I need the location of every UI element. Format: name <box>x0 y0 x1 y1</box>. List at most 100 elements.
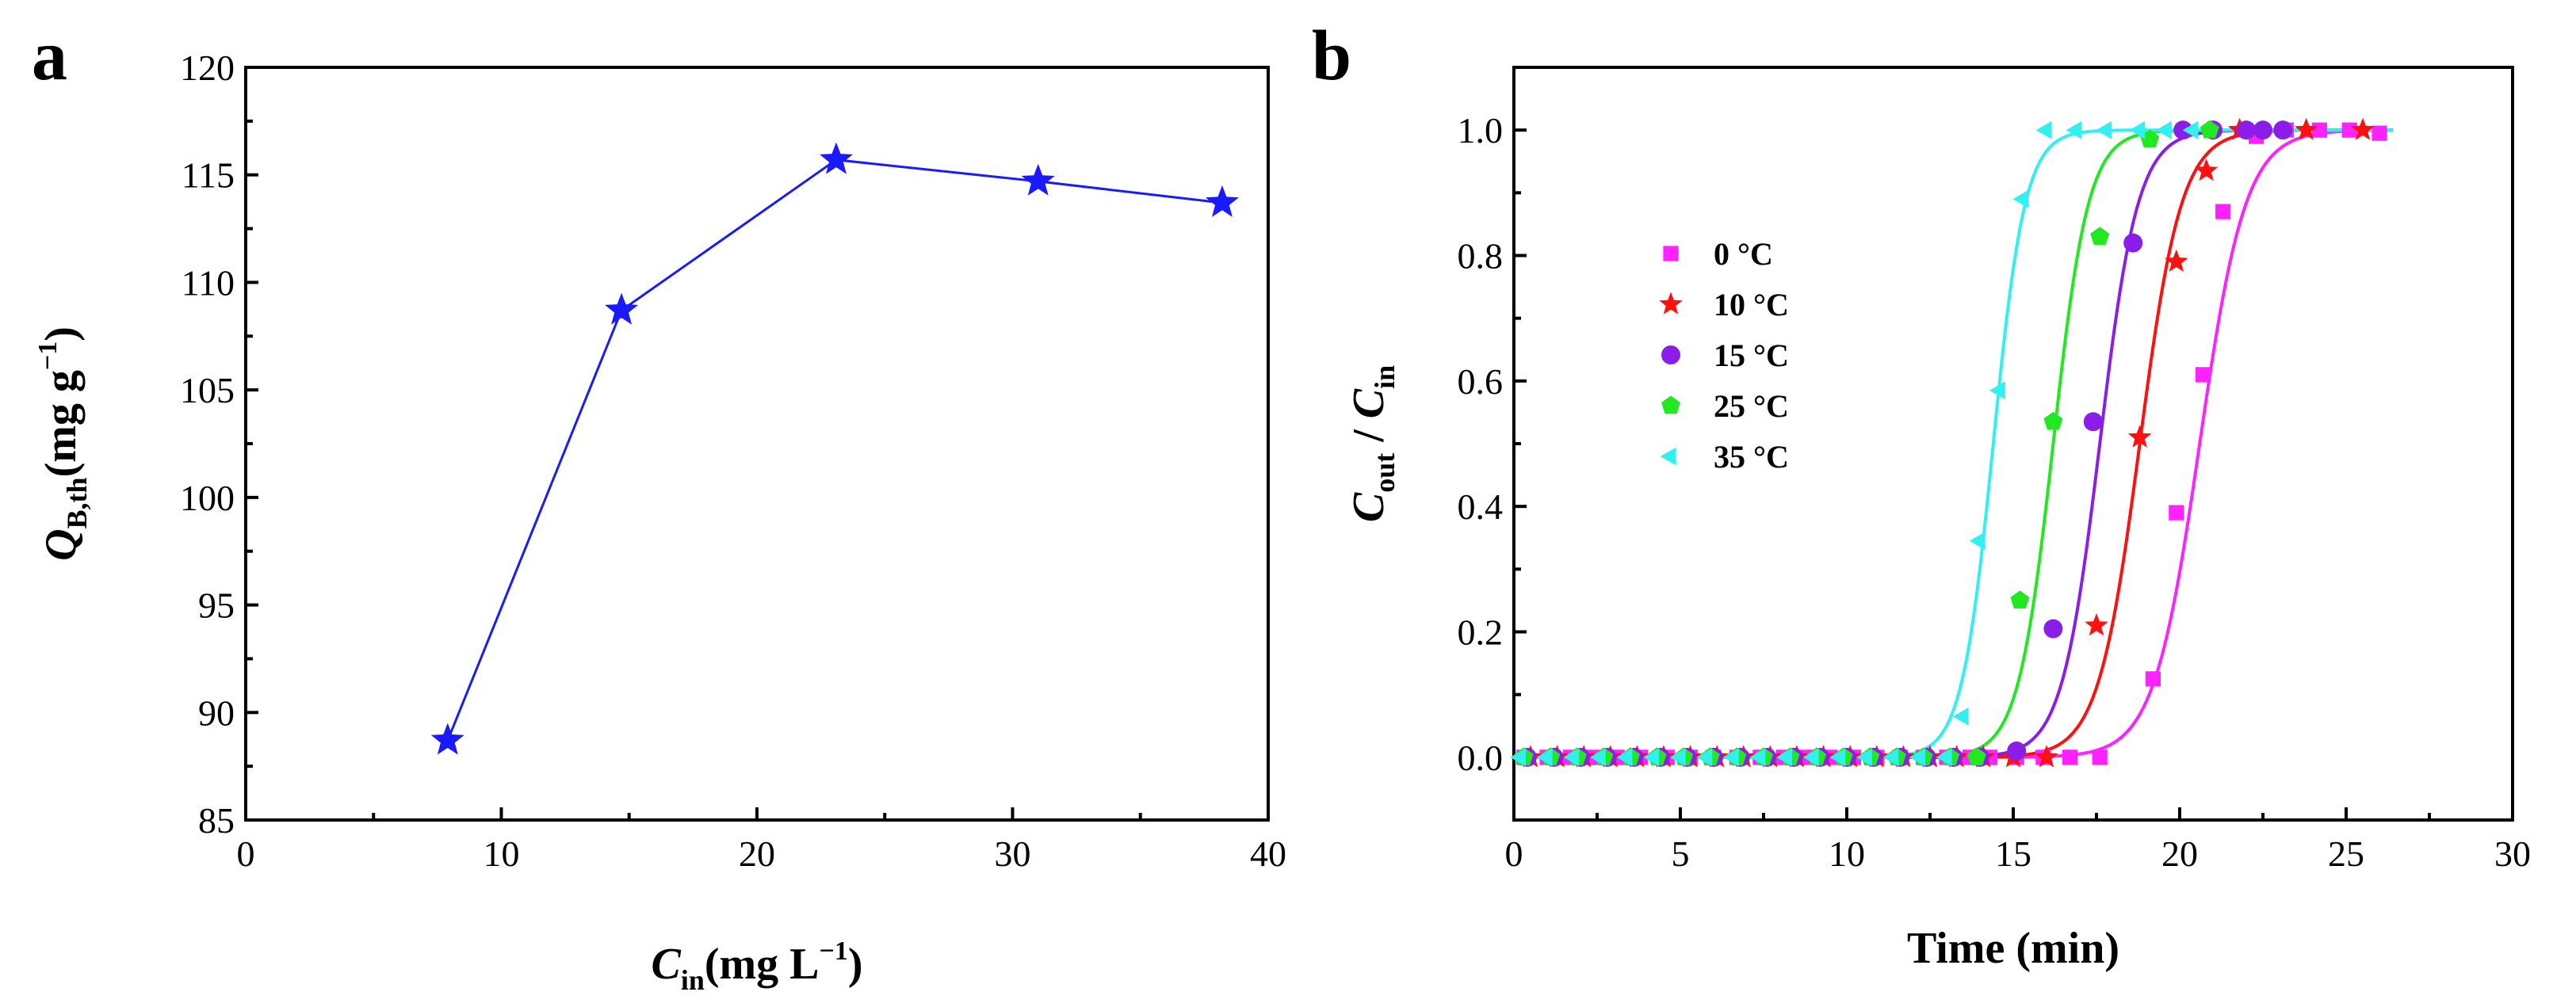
data-point <box>2083 412 2103 432</box>
panel-b-frame <box>1512 66 2514 822</box>
data-point <box>1510 748 1526 767</box>
panel-b-y-tick-label: 0.8 <box>1458 236 1504 277</box>
legend-marker <box>1660 447 1676 466</box>
data-point <box>2129 120 2146 139</box>
data-point <box>2066 120 2082 139</box>
data-point <box>1936 748 1952 767</box>
data-point <box>2351 117 2375 140</box>
panel-a-frame <box>244 66 1270 822</box>
panel-b-x-tick-label: 10 <box>1829 833 1865 874</box>
fit-curve <box>1514 128 2393 759</box>
data-point <box>1909 748 1925 767</box>
data-point <box>1590 748 1606 767</box>
panel-a-series-line <box>446 158 1223 742</box>
panel-b-y-label: Cout / Cin <box>1344 365 1401 522</box>
data-point <box>2062 750 2077 765</box>
panel-a-data-point <box>820 142 853 174</box>
panel-a-plot <box>430 142 1239 755</box>
panel-a-data-point <box>430 723 464 755</box>
data-point <box>1696 748 1713 767</box>
data-point <box>1536 748 1553 767</box>
panel-b-y-tick-label: 0.6 <box>1458 361 1504 402</box>
legend-label: 10 °C <box>1714 287 1789 322</box>
data-point <box>2237 120 2256 140</box>
data-point <box>1989 381 2005 400</box>
panel-a-y-tick-label: 95 <box>198 586 235 626</box>
panel-a-x-tick-label: 10 <box>483 833 520 874</box>
data-point <box>2090 227 2110 245</box>
data-point <box>1856 748 1872 767</box>
data-point <box>2156 120 2172 139</box>
panel-b-legend: 0 °C 10 °C 15 °C 25 °C 35 °C <box>1659 236 1789 475</box>
panel-a-x-ticks: 0 10 20 30 40 <box>237 807 1286 874</box>
data-point <box>2169 505 2184 521</box>
legend-label: 25 °C <box>1714 388 1789 424</box>
panel-a-y-tick-label: 85 <box>198 800 235 841</box>
data-point <box>2035 745 2058 768</box>
panel-a-y-label: QB,th(mg g−1) <box>33 326 93 561</box>
data-point <box>2123 233 2143 253</box>
legend-marker <box>1663 246 1679 261</box>
legend-marker <box>1659 292 1683 315</box>
panel-b-y-tick-label: 1.0 <box>1458 110 1504 151</box>
data-point <box>2165 249 2188 272</box>
panel-b-label: b <box>1312 17 1351 95</box>
data-point <box>1669 748 1686 767</box>
panel-a-x-label: Cin(mg L−1) <box>651 936 862 996</box>
data-point <box>2145 671 2161 687</box>
panel-b-x-tick-label: 20 <box>2161 833 2198 874</box>
panel-a-label: a <box>32 17 67 95</box>
data-point <box>2035 120 2052 139</box>
data-point <box>2043 619 2063 639</box>
panel-b-fit-curves <box>1514 128 2393 759</box>
panel-a-y-tick-label: 105 <box>180 370 235 410</box>
data-point <box>1966 747 1986 765</box>
data-point <box>1776 748 1792 767</box>
data-point <box>1616 748 1633 767</box>
fit-curve <box>1514 128 2393 759</box>
panel-a-y-tick-label: 115 <box>182 155 235 196</box>
panel-b-x-ticks: 0 5 10 15 20 25 30 <box>1505 807 2531 874</box>
data-point <box>1643 748 1659 767</box>
panel-a: a 0 10 20 30 40 85 90 95 100 105 110 115 120 Cin(mg… <box>32 17 1286 996</box>
data-point <box>2311 122 2327 138</box>
data-point <box>2092 750 2108 765</box>
data-point <box>1829 748 1846 767</box>
panel-b-x-tick-label: 0 <box>1505 833 1523 874</box>
panel-a-x-tick-label: 40 <box>1250 833 1286 874</box>
panel-b-x-tick-label: 15 <box>1995 833 2031 874</box>
panel-b-y-tick-label: 0.4 <box>1458 486 1504 527</box>
panel-b-y-ticks: 0.0 0.2 0.4 0.6 0.8 1.0 <box>1458 110 1527 822</box>
panel-a-x-tick-label: 30 <box>995 833 1031 874</box>
data-point <box>2010 590 2030 609</box>
data-point <box>2195 367 2211 383</box>
data-point <box>2012 189 2029 208</box>
data-point <box>1749 748 1766 767</box>
panel-a-y-tick-label: 110 <box>182 262 235 303</box>
panel-a-x-tick-label: 20 <box>739 833 775 874</box>
legend-label: 0 °C <box>1714 236 1773 272</box>
panel-a-data-point <box>1021 163 1055 196</box>
legend-label: 15 °C <box>1714 338 1789 373</box>
data-point <box>2096 120 2112 139</box>
panel-b-points <box>1510 117 2387 768</box>
data-point <box>1952 707 1969 726</box>
data-point <box>2182 120 2199 139</box>
panel-a-data-point <box>605 292 639 325</box>
fit-curve <box>1514 128 2393 759</box>
data-point <box>2294 117 2318 140</box>
panel-b-x-tick-label: 25 <box>2328 833 2364 874</box>
data-point <box>1802 748 1819 767</box>
panel-b: b 0 5 10 15 20 25 30 0.0 0.2 0.4 0.6 0.8 1.0 0 °C 10… <box>1312 17 2531 973</box>
data-point <box>2341 122 2357 138</box>
data-point <box>2007 741 2027 761</box>
panel-a-y-tick-label: 100 <box>180 478 235 518</box>
panel-a-y-ticks: 85 90 95 100 105 110 115 120 <box>180 48 258 841</box>
data-point <box>2194 158 2219 181</box>
panel-b-y-tick-label: 0.0 <box>1458 738 1504 778</box>
panel-a-y-tick-label: 120 <box>180 48 235 88</box>
data-point <box>1882 748 1899 767</box>
panel-a-x-tick-label: 0 <box>237 833 255 874</box>
panel-b-x-tick-label: 5 <box>1672 833 1690 874</box>
